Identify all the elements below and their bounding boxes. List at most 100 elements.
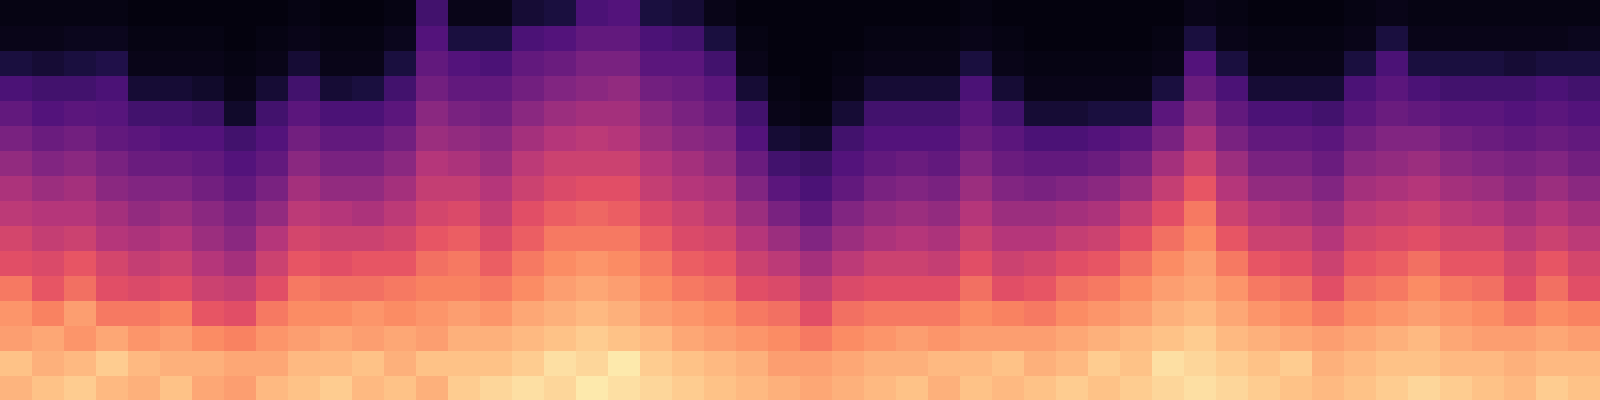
cell: [192, 0, 225, 26]
cell: [576, 225, 609, 251]
cell: [96, 125, 129, 151]
cell: [480, 300, 513, 326]
cell: [64, 50, 97, 76]
cell: [1504, 75, 1537, 101]
cell: [384, 25, 417, 51]
cell: [992, 275, 1025, 301]
cell: [768, 250, 801, 276]
cell: [1536, 75, 1569, 101]
cell: [1024, 300, 1057, 326]
cell: [1472, 150, 1505, 176]
cell: [640, 0, 673, 26]
cell: [864, 0, 897, 26]
cell: [1024, 350, 1057, 376]
cell: [1088, 275, 1121, 301]
cell: [1024, 100, 1057, 126]
cell: [64, 325, 97, 351]
cell: [1568, 0, 1600, 26]
cell: [768, 100, 801, 126]
cell: [1568, 275, 1600, 301]
cell: [0, 0, 33, 26]
cell: [1568, 225, 1600, 251]
cell: [224, 150, 257, 176]
cell: [704, 325, 737, 351]
cell: [480, 25, 513, 51]
cell: [1184, 275, 1217, 301]
cell: [896, 150, 929, 176]
cell: [1056, 75, 1089, 101]
cell: [1440, 300, 1473, 326]
cell: [1056, 150, 1089, 176]
cell: [1024, 175, 1057, 201]
cell: [1056, 325, 1089, 351]
cell: [128, 0, 161, 26]
cell: [1440, 350, 1473, 376]
cell: [1472, 375, 1505, 400]
cell: [1312, 225, 1345, 251]
cell: [0, 350, 33, 376]
cell: [1408, 200, 1441, 226]
cell: [160, 300, 193, 326]
cell: [704, 300, 737, 326]
cell: [1280, 225, 1313, 251]
cell: [480, 100, 513, 126]
cell: [1056, 50, 1089, 76]
cell: [448, 275, 481, 301]
cell: [1536, 200, 1569, 226]
cell: [800, 350, 833, 376]
cell: [1184, 225, 1217, 251]
cell: [1440, 125, 1473, 151]
cell: [416, 275, 449, 301]
cell: [1056, 275, 1089, 301]
cell: [1152, 125, 1185, 151]
cell: [96, 300, 129, 326]
cell: [288, 150, 321, 176]
cell: [96, 350, 129, 376]
cell: [384, 50, 417, 76]
cell: [544, 100, 577, 126]
cell: [128, 225, 161, 251]
cell: [1056, 175, 1089, 201]
cell: [224, 125, 257, 151]
cell: [224, 225, 257, 251]
cell: [704, 250, 737, 276]
cell: [960, 350, 993, 376]
cell: [1216, 150, 1249, 176]
cell: [1248, 300, 1281, 326]
cell: [320, 350, 353, 376]
cell: [1408, 50, 1441, 76]
cell: [128, 100, 161, 126]
cell: [160, 50, 193, 76]
cell: [64, 0, 97, 26]
cell: [1440, 25, 1473, 51]
cell: [480, 225, 513, 251]
cell: [992, 325, 1025, 351]
cell: [608, 100, 641, 126]
cell: [1344, 225, 1377, 251]
cell: [1216, 50, 1249, 76]
cell: [1216, 275, 1249, 301]
cell: [928, 50, 961, 76]
cell: [160, 275, 193, 301]
cell: [1184, 100, 1217, 126]
cell: [352, 0, 385, 26]
cell: [1152, 175, 1185, 201]
cell: [512, 125, 545, 151]
cell: [896, 325, 929, 351]
cell: [480, 250, 513, 276]
cell: [928, 300, 961, 326]
cell: [960, 125, 993, 151]
cell: [1216, 350, 1249, 376]
cell: [1536, 175, 1569, 201]
cell: [1024, 0, 1057, 26]
cell: [224, 350, 257, 376]
cell: [192, 325, 225, 351]
cell: [672, 200, 705, 226]
cell: [1280, 50, 1313, 76]
cell: [1152, 200, 1185, 226]
cell: [896, 100, 929, 126]
cell: [352, 350, 385, 376]
cell: [1152, 25, 1185, 51]
cell: [672, 300, 705, 326]
cell: [928, 25, 961, 51]
